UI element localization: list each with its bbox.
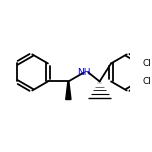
Polygon shape [66, 81, 71, 100]
Text: Cl: Cl [143, 59, 152, 68]
Text: Cl: Cl [143, 77, 152, 86]
Text: NH: NH [77, 68, 91, 77]
